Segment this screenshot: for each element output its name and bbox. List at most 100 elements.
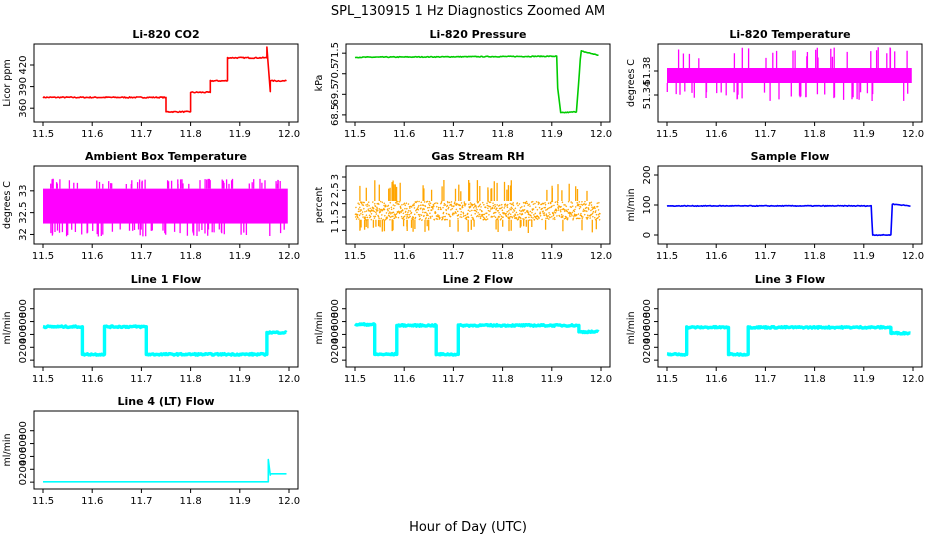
y-tick-label: 32: [18, 228, 29, 241]
x-tick-label: 11.8: [179, 129, 201, 140]
figure-title: SPL_130915 1 Hz Diagnostics Zoomed AM: [331, 4, 605, 19]
y-tick-label: 800: [330, 299, 341, 318]
x-tick-label: 12.0: [278, 129, 300, 140]
x-tick-label: 11.5: [656, 129, 678, 140]
series-line: [353, 322, 600, 357]
y-tick-label: 600: [18, 312, 29, 331]
y-tick-label: 200: [18, 338, 29, 357]
x-tick-label: 12.0: [278, 496, 300, 507]
x-tick-label: 11.7: [754, 251, 776, 262]
panel-title: Li-820 Pressure: [430, 28, 527, 41]
y-tick-label: 200: [18, 460, 29, 479]
x-tick-label: 11.6: [81, 129, 103, 140]
y-axis-label: ml/min: [314, 311, 325, 344]
x-tick-label: 12.0: [278, 251, 300, 262]
panel-title: Sample Flow: [751, 150, 830, 163]
x-tick-label: 11.6: [81, 496, 103, 507]
x-tick-label: 12.0: [902, 374, 924, 385]
series-line: [43, 458, 287, 483]
y-tick-label: 3: [330, 174, 341, 180]
series-line: [42, 324, 288, 357]
y-tick-label: 800: [18, 299, 29, 318]
panel-title: Gas Stream RH: [431, 150, 524, 163]
x-tick-label: 11.9: [229, 251, 251, 262]
y-axis-label: kPa: [314, 75, 325, 92]
plot-frame: [33, 43, 299, 123]
x-tick-label: 11.5: [344, 129, 366, 140]
x-tick-label: 11.6: [81, 251, 103, 262]
series-spikes: [50, 178, 285, 237]
y-tick-label: 51.34: [642, 81, 653, 110]
y-tick-label: 100: [642, 195, 653, 214]
plot-frame: [345, 288, 611, 368]
x-tick-label: 11.9: [229, 374, 251, 385]
x-tick-label: 12.0: [590, 251, 612, 262]
y-tick-label: 800: [18, 421, 29, 440]
x-tick-label: 11.8: [803, 129, 825, 140]
x-tick-label: 12.0: [902, 251, 924, 262]
y-tick-label: 0: [330, 357, 341, 363]
x-tick-label: 11.6: [705, 251, 727, 262]
y-tick-label: 600: [330, 312, 341, 331]
plot-frame: [657, 288, 923, 368]
panel-line-1-flow: Line 1 Flow ml/min 11.5 11.6 11.7 11.8 11.9 12.…: [2, 273, 300, 385]
plot-frame: [345, 165, 611, 245]
x-tick-label: 11.8: [491, 251, 513, 262]
y-tick-label: 71.5: [330, 42, 341, 64]
x-tick-label: 11.5: [344, 374, 366, 385]
y-tick-label: 2: [330, 200, 341, 206]
y-tick-label: 400: [18, 447, 29, 466]
series-line: [354, 50, 599, 114]
y-axis-label: ml/min: [2, 433, 13, 466]
series-line: [666, 203, 911, 237]
panel-line-4-lt-flow: Line 4 (LT) Flow ml/min 11.5 11.6 11.7 11.8 11…: [2, 395, 300, 507]
y-tick-label: 0: [642, 232, 653, 238]
series-noise: [354, 200, 601, 222]
x-tick-label: 11.7: [130, 374, 152, 385]
y-tick-label: 33: [18, 184, 29, 197]
y-axis-label: percent: [314, 187, 325, 224]
y-tick-label: 51.38: [642, 57, 653, 86]
y-tick-label: 200: [330, 338, 341, 357]
x-tick-label: 11.9: [229, 496, 251, 507]
x-tick-label: 11.5: [656, 374, 678, 385]
x-tick-label: 11.8: [491, 374, 513, 385]
x-tick-label: 11.9: [853, 374, 875, 385]
plot-frame: [345, 43, 611, 123]
y-tick-label: 360: [18, 99, 29, 118]
x-tick-label: 11.8: [179, 496, 201, 507]
x-tick-label: 11.8: [179, 251, 201, 262]
series-line: [666, 324, 912, 357]
panel-li-820-pressure: Li-820 Pressure kPa 11.5 11.6 11.7 11.8 11.9 12…: [314, 28, 612, 140]
y-axis-label: Licor ppm: [2, 59, 13, 106]
panel-li-820-co2: Li-820 CO2 Licor ppm 11.5 11.6 11.7 11.8 11.9 1…: [2, 28, 300, 140]
y-tick-label: 0: [18, 479, 29, 485]
x-tick-label: 11.9: [541, 374, 563, 385]
x-tick-label: 11.6: [393, 374, 415, 385]
x-tick-label: 11.6: [705, 129, 727, 140]
series-band: [43, 188, 288, 224]
y-tick-label: 200: [642, 338, 653, 357]
x-tick-label: 11.8: [803, 374, 825, 385]
y-tick-label: 390: [18, 77, 29, 96]
series-band: [667, 68, 912, 83]
x-tick-label: 11.7: [754, 129, 776, 140]
y-tick-label: 1.5: [330, 209, 341, 225]
y-axis-label: ml/min: [626, 188, 637, 221]
x-tick-label: 11.5: [32, 374, 54, 385]
x-tick-label: 11.5: [32, 251, 54, 262]
x-tick-label: 12.0: [590, 374, 612, 385]
x-tick-label: 11.8: [179, 374, 201, 385]
x-tick-label: 11.9: [541, 251, 563, 262]
y-tick-label: 600: [18, 434, 29, 453]
x-tick-label: 11.6: [393, 129, 415, 140]
y-tick-label: 32.5: [18, 202, 29, 224]
x-tick-label: 11.7: [754, 374, 776, 385]
series-spikes: [666, 47, 909, 101]
x-tick-label: 11.7: [130, 251, 152, 262]
x-tick-label: 11.9: [541, 129, 563, 140]
x-tick-label: 12.0: [278, 374, 300, 385]
y-tick-label: 1: [330, 227, 341, 233]
y-tick-label: 600: [642, 312, 653, 331]
series-spikes: [359, 180, 597, 233]
